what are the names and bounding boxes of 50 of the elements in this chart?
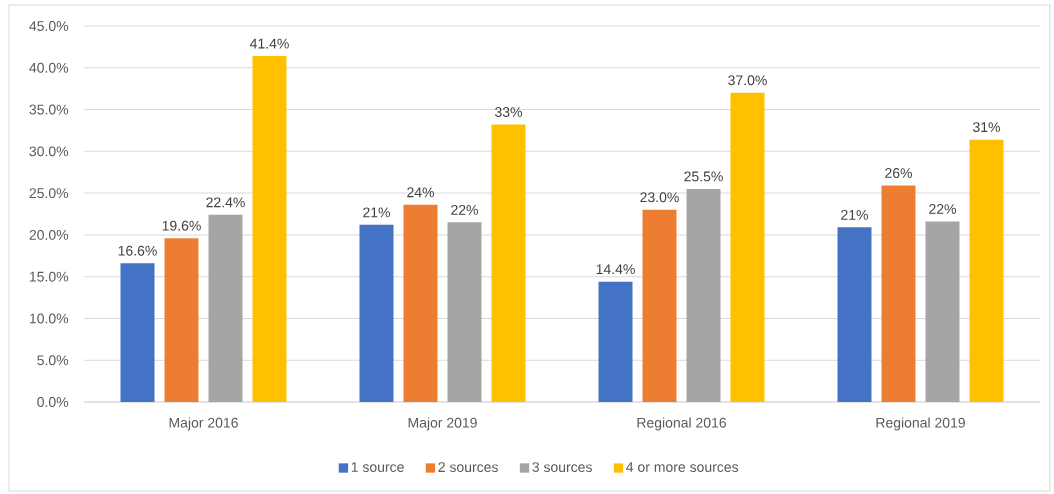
bar (642, 209, 677, 402)
data-label: 21% (363, 207, 390, 218)
bar (164, 238, 199, 402)
bar (686, 188, 721, 402)
bar (403, 204, 438, 402)
bar (491, 124, 526, 402)
data-label: 25.5% (684, 171, 723, 182)
data-label: 14.4% (596, 264, 635, 275)
data-label: 33% (495, 107, 522, 118)
legend-label: 2 sources (438, 462, 498, 473)
legend-label: 1 source (351, 462, 404, 472)
data-label: 22% (929, 204, 956, 214)
data-label: 24% (407, 187, 434, 198)
data-label: 31% (973, 122, 1000, 133)
bar (447, 222, 482, 402)
y-tick-label: 45.0% (29, 21, 69, 31)
bar (359, 224, 394, 402)
x-tick-label: Major 2019 (408, 417, 477, 431)
bar (120, 263, 155, 402)
legend-label: 4 or more sources (626, 462, 739, 472)
data-label: 16.6% (118, 245, 157, 256)
x-tick-label: Regional 2016 (637, 417, 726, 431)
bar (925, 221, 960, 402)
bar (969, 139, 1004, 402)
bar (208, 214, 243, 402)
data-label: 22% (451, 204, 478, 215)
data-label: 21% (841, 209, 868, 220)
x-tick-label: Major 2016 (169, 417, 238, 431)
bar (730, 92, 765, 402)
y-tick-label: 40.0% (29, 62, 69, 73)
y-tick-label: 25.0% (29, 188, 69, 199)
bar (252, 56, 287, 402)
y-tick-label: 10.0% (30, 313, 69, 324)
y-tick-label: 0.0% (37, 397, 69, 407)
y-tick-label: 35.0% (29, 104, 69, 115)
data-label: 23.0% (640, 192, 679, 203)
bar (837, 227, 872, 402)
data-label: 22.4% (206, 197, 245, 208)
bar (598, 281, 633, 402)
data-label: 26% (885, 168, 912, 178)
legend-label: 3 sources (532, 462, 592, 473)
y-tick-label: 5.0% (37, 355, 69, 366)
data-label: 41.4% (249, 38, 289, 49)
y-tick-label: 30.0% (29, 146, 69, 157)
y-tick-label: 15.0% (30, 271, 69, 282)
x-tick-label: Regional 2019 (876, 417, 965, 431)
data-label: 19.6% (162, 220, 201, 231)
bar (881, 185, 916, 402)
y-tick-label: 20.0% (29, 229, 69, 240)
data-label: 37.0% (728, 75, 767, 86)
